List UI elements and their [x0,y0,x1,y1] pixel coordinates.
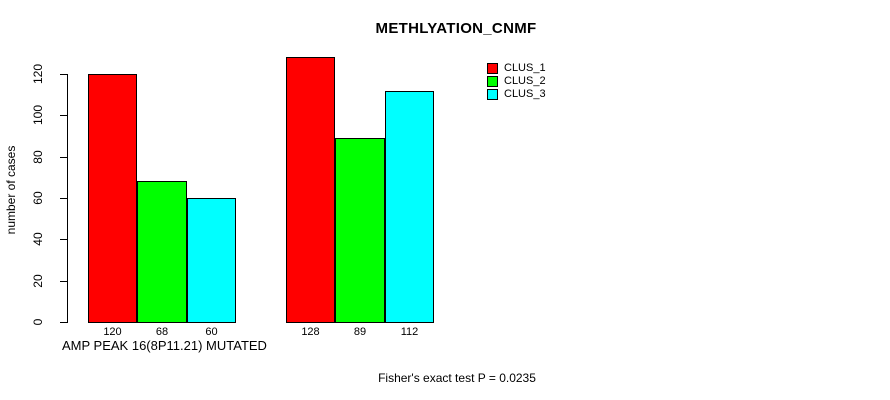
legend: CLUS_1 CLUS_2 CLUS_3 [487,62,546,101]
y-tick-mark [60,115,67,116]
y-axis-line [67,74,68,323]
legend-item-clus-1: CLUS_1 [487,62,546,74]
bar-value-label: 112 [400,326,419,338]
y-tick-mark [60,322,67,323]
bar-value-label: 89 [353,326,367,338]
bar-clus_1-group-1 [88,74,137,323]
bar-clus_2-group-2 [335,138,385,323]
bar-clus_1-group-2 [286,57,335,323]
bar-value-label: 120 [103,326,122,338]
bar-value-label: 68 [155,326,169,338]
y-tick-label: 80 [31,150,45,164]
bar-value-label: 60 [205,326,218,338]
y-tick-label: 120 [31,63,45,85]
y-tick-mark [60,239,67,240]
y-tick-mark [60,281,67,282]
chart-title: METHLYATION_CNMF [375,20,537,37]
y-tick-label: 40 [31,232,45,246]
y-tick-mark [60,74,67,75]
fishers-test-annotation: Fisher's exact test P = 0.0235 [378,371,536,385]
legend-label: CLUS_1 [504,62,546,74]
legend-item-clus-2: CLUS_2 [487,75,546,87]
y-tick-label: 0 [31,318,45,326]
legend-swatch-clus-2 [487,75,498,87]
y-tick-label: 60 [31,191,45,205]
y-tick-label: 20 [31,274,45,288]
bar-value-label: 128 [301,326,320,338]
legend-label: CLUS_2 [504,75,546,87]
y-tick-mark [60,157,67,158]
y-tick-mark [60,198,67,199]
bar-clus_3-group-1 [187,198,236,323]
legend-swatch-clus-1 [487,62,498,74]
bar-clus_2-group-1 [137,181,187,323]
legend-swatch-clus-3 [487,88,498,100]
legend-item-clus-3: CLUS_3 [487,88,546,100]
bar-clus_3-group-2 [385,91,434,323]
x-axis-label: AMP PEAK 16(8P11.21) MUTATED [62,338,267,353]
y-tick-label: 100 [31,104,45,126]
legend-label: CLUS_3 [504,88,546,100]
